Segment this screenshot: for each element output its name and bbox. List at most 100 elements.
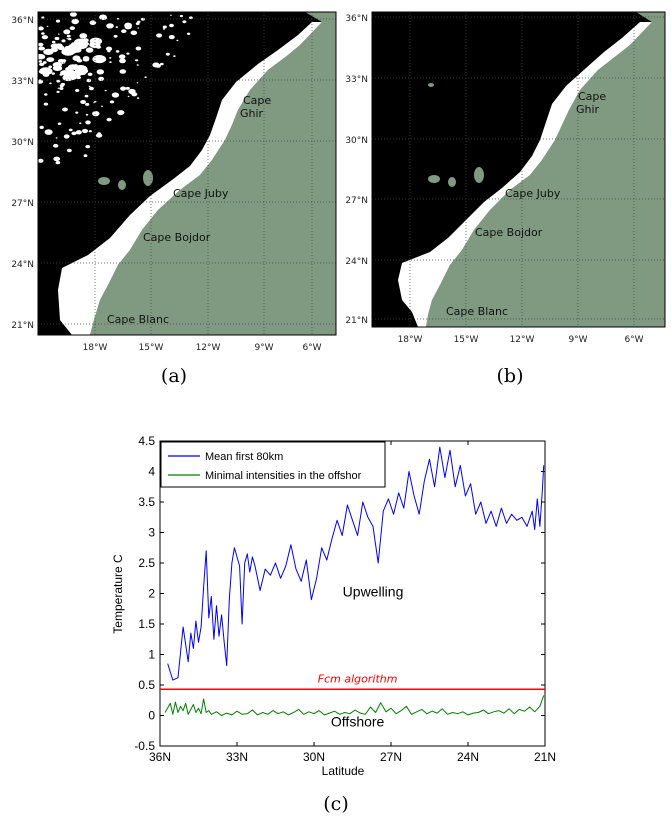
cloud-speck xyxy=(46,57,55,62)
chart-threshold: Fcm algorithm xyxy=(160,672,545,691)
map-b-canary-island xyxy=(428,175,440,183)
map-a-lon-tick: 12°W xyxy=(196,343,221,353)
cloud-speck xyxy=(130,30,138,36)
map-b-label-cape-ghir-line2: Ghir xyxy=(576,103,600,116)
cloud-speck xyxy=(75,111,79,114)
cloud-speck xyxy=(117,110,125,116)
cloud-speck xyxy=(144,76,147,78)
cloud-speck xyxy=(88,85,91,88)
map-b-lat-tick: 36°N xyxy=(345,14,368,24)
map-b-lat-tick: 33°N xyxy=(345,75,368,85)
chart-caption: (c) xyxy=(323,793,348,815)
map-a-lon-tick: 9°W xyxy=(254,343,273,353)
chart-x-ticks: 36N 33N 30N 27N 24N 21N xyxy=(149,441,556,764)
cloud-speck xyxy=(120,86,127,91)
cloud-speck xyxy=(63,134,70,139)
map-a-lat-tick: 30°N xyxy=(11,138,34,148)
x-tick-label: 30N xyxy=(303,750,325,764)
cloud-speck xyxy=(57,87,60,89)
cloud-speck xyxy=(51,40,56,44)
y-tick-label: -0.5 xyxy=(134,739,155,753)
x-tick-label: 33N xyxy=(226,750,248,764)
map-a-canary-island xyxy=(98,177,110,185)
cloud-speck xyxy=(131,92,138,97)
cloud-speck xyxy=(182,20,187,24)
cloud-speck xyxy=(136,64,139,66)
cloud-speck xyxy=(116,18,120,20)
cloud-speck xyxy=(124,24,132,30)
y-tick-label: 3.5 xyxy=(138,495,155,509)
cloud-speck xyxy=(69,26,76,31)
map-b-lat-tick: 30°N xyxy=(345,136,368,146)
map-b-lat-tick: 27°N xyxy=(345,196,368,206)
y-tick-label: 1.5 xyxy=(138,617,155,631)
cloud-speck xyxy=(106,117,112,122)
map-a-frame xyxy=(37,11,337,336)
cloud-speck xyxy=(75,89,80,92)
cloud-speck xyxy=(42,61,47,64)
map-b-lon-tick: 9°W xyxy=(568,335,587,345)
cloud-speck xyxy=(101,105,103,108)
cloud-speck xyxy=(88,49,92,52)
map-b-frame xyxy=(371,11,666,328)
cloud-speck xyxy=(109,61,112,63)
cloud-speck xyxy=(86,78,92,83)
map-a-cloud-noise xyxy=(35,12,193,165)
cloud-speck xyxy=(179,14,183,18)
y-tick-label: 2 xyxy=(148,587,155,601)
map-b-canary-island xyxy=(448,177,456,187)
cloud-speck xyxy=(71,131,77,136)
cloud-speck xyxy=(48,65,53,69)
map-a-lat-ticks: 36°N 33°N 30°N 27°N 24°N 21°N xyxy=(11,16,34,331)
y-tick-label: 2.5 xyxy=(138,556,155,570)
chart-plot-area xyxy=(159,440,546,747)
map-b: 36°N 33°N 30°N 27°N 24°N 21°N 18°W 15°W … xyxy=(345,11,666,387)
cloud-speck xyxy=(111,92,120,98)
series-line-minimal-offshore xyxy=(164,695,545,716)
map-a-label-cape-ghir-line1: Cape xyxy=(243,94,271,107)
cloud-speck xyxy=(109,100,115,104)
cloud-speck xyxy=(88,130,92,133)
cloud-speck xyxy=(135,59,139,62)
map-b-canary-island xyxy=(428,83,434,87)
cloud-speck xyxy=(104,89,107,92)
map-a-lon-tick: 18°W xyxy=(83,343,108,353)
cloud-speck xyxy=(126,52,130,55)
cloud-speck xyxy=(53,156,61,162)
cloud-speck xyxy=(41,32,45,35)
cloud-speck xyxy=(55,137,58,139)
cloud-speck xyxy=(44,93,48,96)
map-b-caption: (b) xyxy=(497,365,524,387)
map-a-label-cape-bojdor: Cape Bojdor xyxy=(143,231,211,244)
y-tick-label: 4 xyxy=(148,465,155,479)
y-tick-label: 4.5 xyxy=(138,434,155,448)
map-a: 36°N 33°N 30°N 27°N 24°N 21°N 18°W 15°W … xyxy=(11,11,337,387)
legend-label-mean: Mean first 80km xyxy=(205,451,283,463)
cloud-speck xyxy=(113,34,118,38)
map-a-lat-tick: 24°N xyxy=(11,260,34,270)
cloud-speck xyxy=(85,113,89,116)
threshold-label: Fcm algorithm xyxy=(318,672,398,685)
cloud-speck xyxy=(79,33,88,39)
cloud-speck xyxy=(39,62,45,66)
chart-series xyxy=(164,446,545,716)
cloud-speck xyxy=(55,161,61,165)
cloud-speck xyxy=(38,60,43,63)
map-a-lon-ticks: 18°W 15°W 12°W 9°W 6°W xyxy=(83,343,322,353)
cloud-speck xyxy=(101,16,107,20)
cloud-speck xyxy=(169,23,174,28)
map-a-label-cape-ghir-line2: Ghir xyxy=(240,107,264,120)
cloud-speck xyxy=(127,95,130,97)
chart-annotation: Upwelling xyxy=(343,584,404,600)
cloud-speck xyxy=(95,133,103,138)
cloud-speck xyxy=(89,20,97,26)
chart-annotation: Offshore xyxy=(331,713,385,729)
map-a-lat-tick: 21°N xyxy=(11,321,34,331)
cloud-speck xyxy=(55,19,61,23)
map-a-label-cape-ghir: Cape Ghir xyxy=(240,94,275,120)
chart-y-ticks: -0.5 0 0.5 1 1.5 2 2.5 3 3.5 4 4.5 xyxy=(134,434,545,753)
cloud-speck xyxy=(80,100,86,104)
cloud-speck xyxy=(85,102,90,106)
map-b-lon-tick: 18°W xyxy=(398,335,423,345)
